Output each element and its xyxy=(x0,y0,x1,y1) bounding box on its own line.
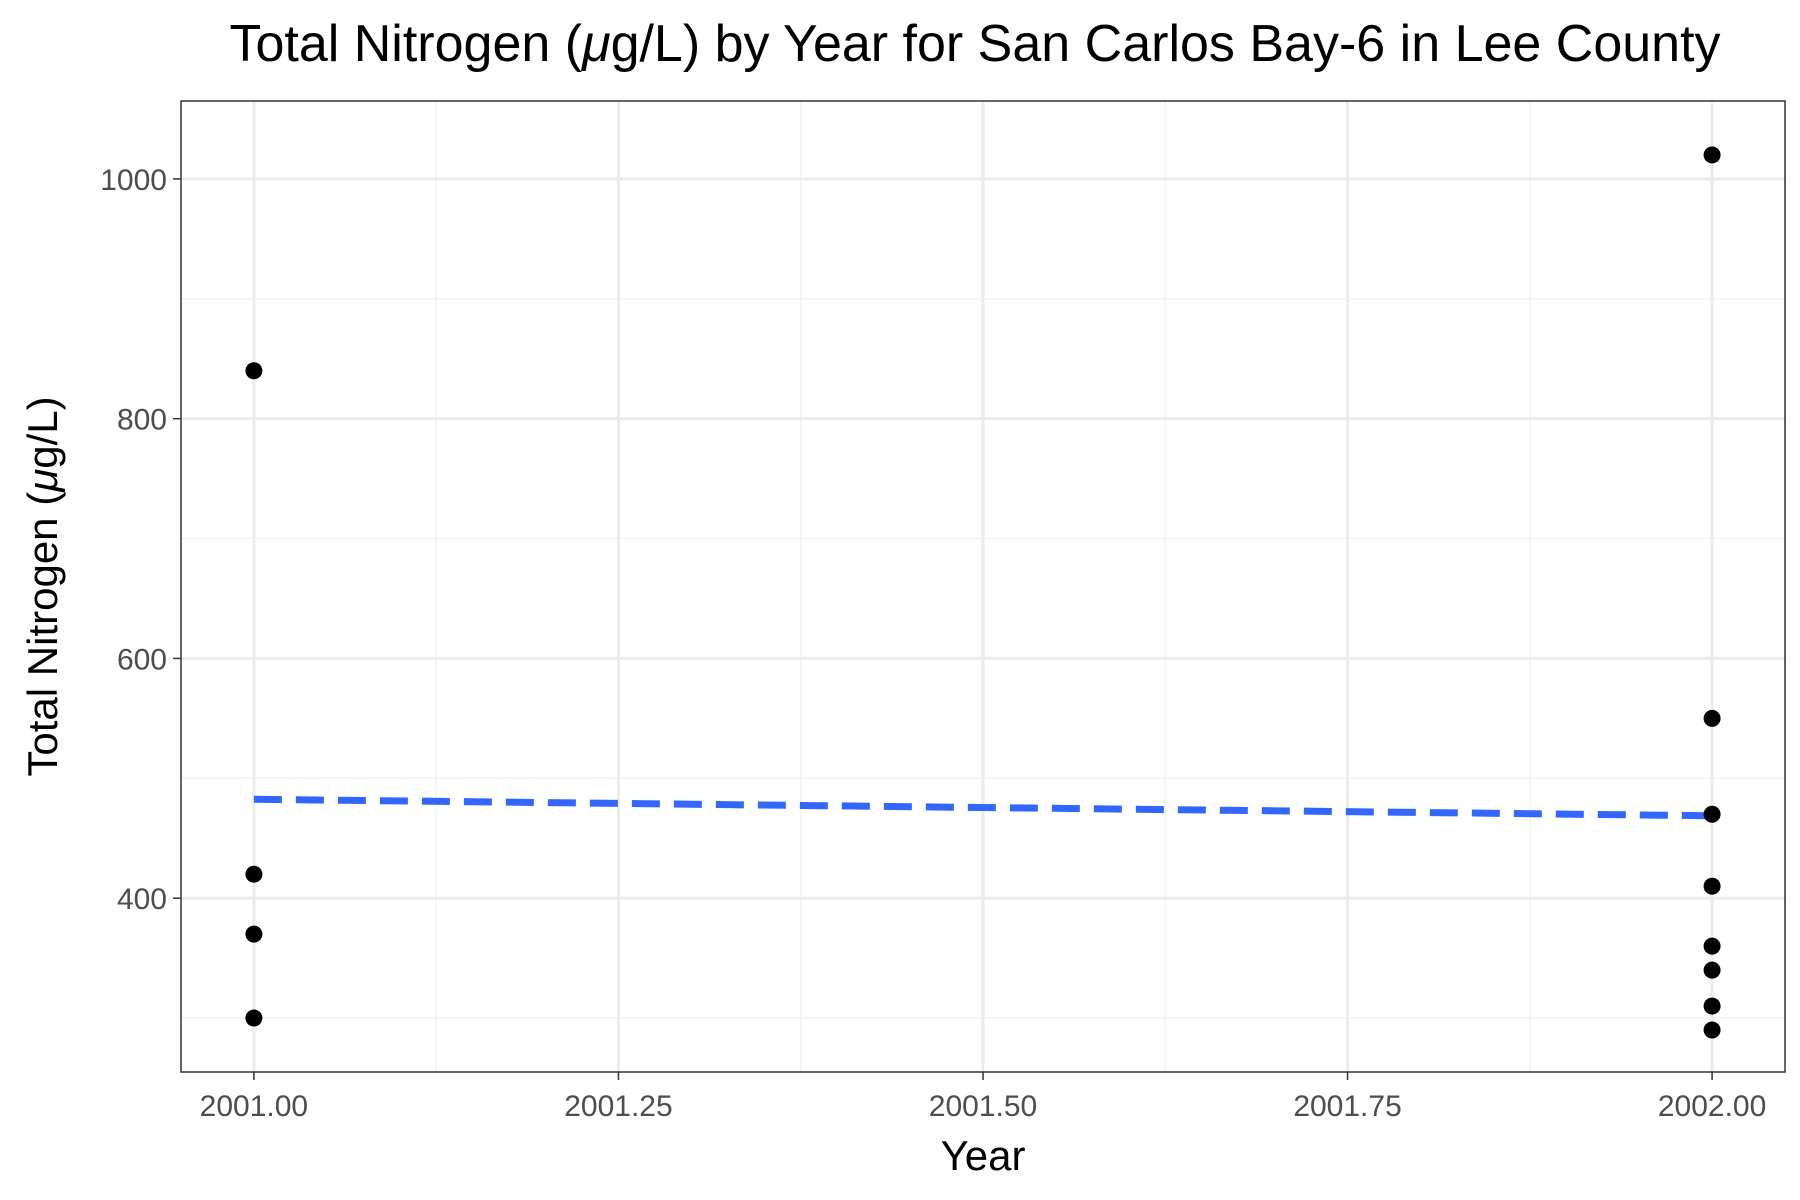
data-point xyxy=(1703,805,1721,823)
y-axis-title-part-2: g/L) xyxy=(19,396,66,468)
y-axis-title: Total Nitrogen (μg/L) xyxy=(19,396,66,776)
data-point xyxy=(1703,709,1721,727)
y-tick-label: 800 xyxy=(117,404,167,437)
y-axis-title-mu: μ xyxy=(19,469,66,493)
data-point xyxy=(1703,146,1721,164)
x-tick-label: 2001.00 xyxy=(200,1090,308,1123)
data-point xyxy=(245,865,263,883)
x-tick-label: 2001.75 xyxy=(1293,1090,1401,1123)
data-point xyxy=(245,925,263,943)
data-point xyxy=(1703,1021,1721,1039)
x-tick-label: 2002.00 xyxy=(1658,1090,1766,1123)
x-axis-title: Year xyxy=(941,1132,1026,1179)
y-tick-label: 600 xyxy=(117,643,167,676)
x-tick-label: 2001.50 xyxy=(929,1090,1037,1123)
points-layer xyxy=(245,146,1721,1039)
data-point xyxy=(1703,961,1721,979)
y-axis-title-part-1: Total Nitrogen ( xyxy=(19,492,66,777)
chart-title: Total Nitrogen (μg/L) by Year for San Ca… xyxy=(0,14,1800,74)
data-point xyxy=(245,1009,263,1027)
chart-title-part-1: Total Nitrogen ( xyxy=(229,15,583,73)
data-point xyxy=(245,362,263,380)
chart-title-part-2: g/L) by Year for San Carlos Bay-6 in Lee… xyxy=(610,15,1721,73)
data-point xyxy=(1703,877,1721,895)
data-point xyxy=(1703,997,1721,1015)
y-tick-label: 1000 xyxy=(100,164,167,197)
y-tick-label: 400 xyxy=(117,883,167,916)
x-axis: 2001.00 2001.25 2001.50 2001.75 2002.00 xyxy=(200,1072,1766,1123)
trend-line xyxy=(253,795,1713,820)
data-point xyxy=(1703,937,1721,955)
trend-layer xyxy=(253,795,1713,820)
y-axis: 400 600 800 1000 xyxy=(100,164,181,916)
chart-title-mu: μ xyxy=(582,15,611,73)
major-gridlines xyxy=(181,101,1785,1072)
x-tick-label: 2001.25 xyxy=(564,1090,672,1123)
